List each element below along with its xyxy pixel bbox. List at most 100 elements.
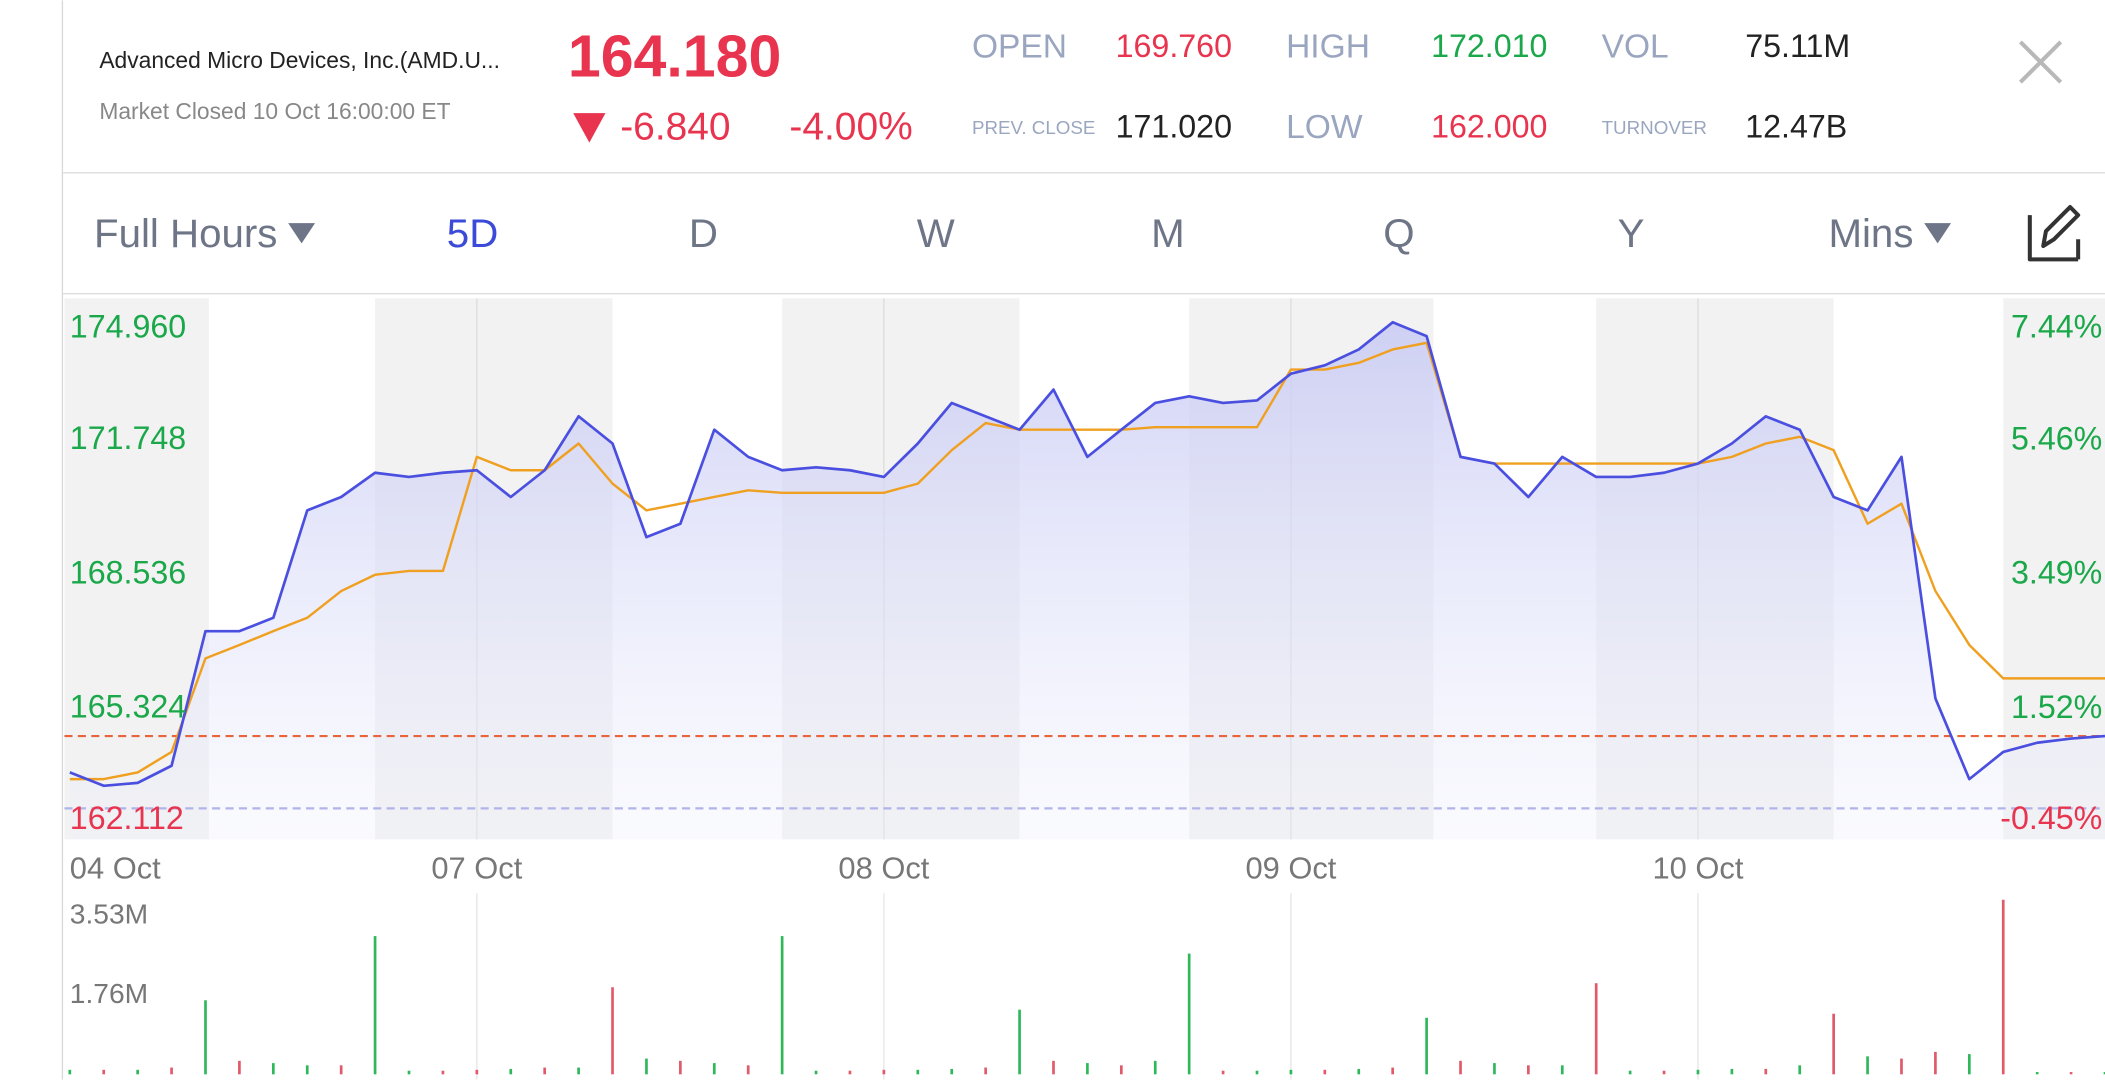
stat-label: HIGH xyxy=(1286,29,1370,66)
tab-label[interactable]: M xyxy=(1151,211,1185,256)
price-area xyxy=(69,322,2105,840)
volume-bar xyxy=(1560,1065,1564,1075)
stat-value: 75.11M xyxy=(1745,28,1850,64)
volume-bar xyxy=(1187,953,1191,1075)
volume-bar xyxy=(1153,1060,1157,1075)
average-line xyxy=(69,341,2105,781)
tab-label[interactable]: 5D xyxy=(447,211,498,256)
volume-bar xyxy=(1832,1013,1835,1075)
volume-bar xyxy=(712,1063,716,1075)
stat-value: 171.020 xyxy=(1116,109,1232,145)
volume-bar xyxy=(1866,1056,1869,1075)
volume-bar xyxy=(1221,1070,1225,1075)
stat-label: VOL xyxy=(1602,29,1669,66)
volume-bar xyxy=(1730,1068,1734,1075)
tab[interactable]: Full Hours xyxy=(94,211,316,256)
edit-button[interactable] xyxy=(2027,205,2081,262)
volume-bar xyxy=(645,1058,648,1075)
tab[interactable]: Y xyxy=(1618,211,1645,256)
quote-header: Advanced Micro Devices, Inc.(AMD.U... Ma… xyxy=(99,23,2063,148)
volume-bar xyxy=(68,1069,72,1075)
volume-bar xyxy=(882,1069,886,1075)
tab[interactable]: M xyxy=(1151,211,1185,256)
volume-bar xyxy=(780,936,784,1075)
volume-bar xyxy=(1052,1060,1055,1075)
market-status: Market Closed 10 Oct 16:00:00 ET xyxy=(99,98,450,124)
volume-bar xyxy=(1493,1063,1496,1075)
tab[interactable]: 5D xyxy=(447,211,498,256)
volume-bar xyxy=(271,1063,275,1075)
volume-bar xyxy=(950,1068,954,1075)
volume-bar xyxy=(1900,1058,1903,1075)
x-tick-label: 10 Oct xyxy=(1653,850,1744,885)
volume-bar xyxy=(441,1070,445,1075)
tab-label[interactable]: Q xyxy=(1383,211,1414,256)
y-tick-label: 162.112 xyxy=(70,800,184,836)
volume-bar xyxy=(102,1069,106,1075)
y-tick-label: 168.536 xyxy=(70,554,186,590)
volume-bar xyxy=(577,1067,580,1075)
y-tick-label: 165.324 xyxy=(70,689,186,725)
volume-bar xyxy=(238,1060,241,1075)
tab[interactable]: Q xyxy=(1383,211,1414,256)
volume-bar xyxy=(984,1067,987,1075)
volume-bar xyxy=(136,1069,139,1075)
stat-label: PREV. CLOSE xyxy=(972,117,1096,138)
tab-label[interactable]: Full Hours xyxy=(94,211,277,256)
volume-bar xyxy=(1798,1065,1802,1075)
volume-bar xyxy=(373,936,377,1075)
price-line xyxy=(69,320,2105,788)
volume-bar xyxy=(305,1065,309,1075)
y2-tick-label: -0.45% xyxy=(2000,800,2102,836)
volume-bar xyxy=(1934,1051,1937,1075)
last-price: 164.180 xyxy=(568,23,781,89)
stat-value: 172.010 xyxy=(1431,28,1547,64)
tab-label[interactable]: Y xyxy=(1618,211,1645,256)
volume-bar xyxy=(1323,1069,1327,1075)
volume-bar xyxy=(543,1067,547,1075)
y2-tick-label: 3.49% xyxy=(2011,555,2102,591)
dropdown-arrow[interactable] xyxy=(1924,223,1952,244)
price-change-pct: -4.00% xyxy=(789,105,912,148)
y2-tick-label: 5.46% xyxy=(2011,421,2102,457)
volume-bar xyxy=(1391,1067,1395,1075)
y2-tick-label: 1.52% xyxy=(2011,689,2102,725)
stat-label: OPEN xyxy=(972,29,1067,66)
volume-bar xyxy=(2069,1072,2073,1075)
dropdown-arrow[interactable] xyxy=(288,223,316,244)
volume-bar xyxy=(1255,1070,1259,1075)
volume-bar xyxy=(1662,1070,1666,1075)
close-icon[interactable] xyxy=(2019,40,2063,84)
volume-bar xyxy=(339,1065,343,1075)
tab-label[interactable]: D xyxy=(689,211,718,256)
tab-label[interactable]: Mins xyxy=(1828,211,1913,256)
close-button[interactable] xyxy=(2019,40,2063,84)
volume-bar xyxy=(2001,899,2005,1075)
volume-bar xyxy=(1594,983,1598,1075)
volume-bar xyxy=(611,987,614,1075)
volume-bar xyxy=(475,1069,479,1075)
tab-label[interactable]: W xyxy=(917,211,955,256)
x-tick-label: 04 Oct xyxy=(70,850,161,885)
volume-bar xyxy=(2035,1072,2039,1075)
stat-value: 162.000 xyxy=(1431,109,1547,145)
tab[interactable]: Mins xyxy=(1828,211,1952,256)
stat-label: LOW xyxy=(1286,109,1363,146)
tab[interactable]: D xyxy=(689,211,718,256)
down-arrow xyxy=(573,113,606,143)
stat-value: 169.760 xyxy=(1116,28,1232,64)
volume-bar xyxy=(407,1070,411,1075)
volume-bar xyxy=(1628,1070,1632,1075)
tab[interactable]: W xyxy=(917,211,955,256)
volume-bar xyxy=(1289,1069,1293,1075)
volume-bar xyxy=(814,1070,818,1075)
x-tick-label: 09 Oct xyxy=(1245,850,1336,885)
volume-bar xyxy=(204,1000,207,1075)
y2-tick-label: 7.44% xyxy=(2011,309,2102,345)
y-tick-label: 174.960 xyxy=(70,309,186,345)
volume-bar xyxy=(916,1069,920,1075)
stat-value: 12.47B xyxy=(1745,109,1847,145)
volume-bar xyxy=(1527,1065,1530,1075)
edit-icon[interactable] xyxy=(2027,205,2081,262)
